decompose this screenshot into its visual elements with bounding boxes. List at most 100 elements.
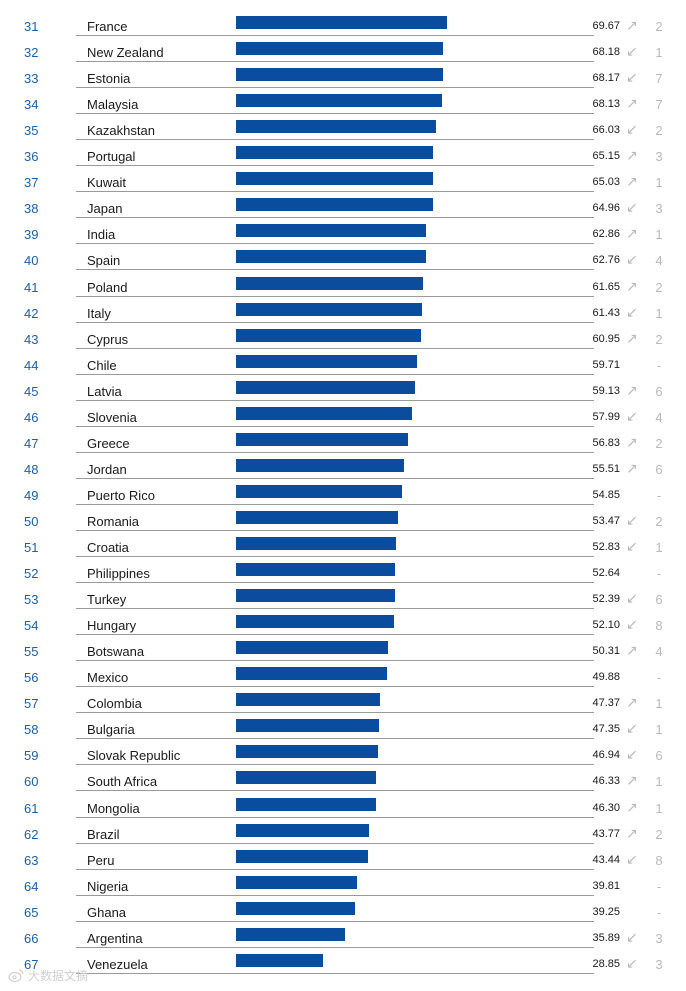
row-divider bbox=[76, 738, 594, 740]
table-row: 65 Ghana 39.25 - bbox=[0, 899, 686, 925]
rank-change-label: 8 bbox=[655, 852, 663, 868]
score-label: 61.65 bbox=[592, 280, 620, 293]
trend-down-icon: ↙ bbox=[626, 616, 638, 633]
row-divider bbox=[76, 113, 594, 115]
row-divider bbox=[76, 217, 594, 219]
rank-label: 44 bbox=[24, 357, 39, 373]
table-row: 56 Mexico 49.88 - bbox=[0, 664, 686, 690]
rank-change-label: 3 bbox=[655, 956, 663, 972]
table-row: 66 Argentina 35.89 ↙ 3 bbox=[0, 925, 686, 951]
trend-down-icon: ↙ bbox=[626, 720, 638, 737]
score-label: 39.25 bbox=[592, 905, 620, 918]
country-label: Romania bbox=[87, 513, 140, 529]
row-divider bbox=[76, 35, 594, 36]
row-divider bbox=[76, 425, 594, 427]
row-divider bbox=[76, 764, 594, 766]
row-divider bbox=[76, 529, 594, 531]
table-row: 46 Slovenia 57.99 ↙ 4 bbox=[0, 404, 686, 430]
score-label: 57.99 bbox=[592, 410, 620, 423]
rank-change-label: 7 bbox=[655, 97, 663, 113]
data-bar bbox=[236, 172, 433, 186]
score-label: 52.83 bbox=[592, 541, 620, 553]
data-bar bbox=[236, 380, 416, 394]
country-label: Puerto Rico bbox=[87, 487, 155, 503]
rank-change-label: 2 bbox=[655, 826, 663, 842]
score-label: 68.18 bbox=[592, 46, 620, 59]
rank-label: 66 bbox=[24, 930, 39, 946]
rank-change-label: 3 bbox=[655, 201, 663, 217]
country-label: India bbox=[87, 227, 116, 243]
data-bar bbox=[236, 250, 427, 264]
data-bar bbox=[236, 927, 345, 941]
row-divider bbox=[76, 660, 594, 662]
rank-change-label: 3 bbox=[655, 149, 663, 165]
score-label: 46.94 bbox=[592, 749, 620, 762]
row-divider bbox=[76, 894, 594, 896]
data-bar bbox=[236, 745, 379, 759]
score-label: 28.85 bbox=[592, 957, 620, 970]
data-bar bbox=[236, 484, 403, 498]
trend-up-icon: ↗ bbox=[626, 95, 638, 112]
rank-label: 50 bbox=[24, 513, 39, 529]
rank-label: 43 bbox=[24, 331, 39, 347]
rank-label: 62 bbox=[24, 826, 39, 842]
table-row: 44 Chile 59.71 - bbox=[0, 352, 686, 378]
data-bar bbox=[236, 120, 436, 134]
row-divider bbox=[76, 165, 594, 167]
row-divider bbox=[76, 556, 594, 557]
country-label: Japan bbox=[87, 201, 123, 217]
country-label: Venezuela bbox=[87, 956, 148, 972]
trend-down-icon: ↙ bbox=[626, 538, 638, 554]
rank-change-label: 2 bbox=[655, 331, 663, 347]
country-label: Kuwait bbox=[87, 175, 127, 191]
rank-change-label: 1 bbox=[655, 696, 663, 712]
rank-change-label: 1 bbox=[655, 305, 663, 321]
data-bar bbox=[236, 406, 412, 420]
table-row: 40 Spain 62.76 ↙ 4 bbox=[0, 247, 686, 273]
table-row: 52 Philippines 52.64 - bbox=[0, 560, 686, 586]
rank-label: 46 bbox=[24, 409, 39, 425]
rank-change-label: 1 bbox=[655, 540, 663, 555]
rank-change-label: 2 bbox=[655, 123, 663, 139]
score-label: 65.03 bbox=[592, 176, 620, 189]
score-label: 56.83 bbox=[592, 436, 620, 449]
table-row: 67 Venezuela 28.85 ↙ 3 bbox=[0, 951, 686, 977]
rank-change-label: 1 bbox=[655, 175, 663, 191]
data-bar bbox=[236, 224, 427, 238]
row-divider bbox=[76, 842, 594, 844]
score-label: 62.86 bbox=[592, 228, 620, 241]
rank-label: 48 bbox=[24, 461, 39, 477]
table-row: 38 Japan 64.96 ↙ 3 bbox=[0, 195, 686, 221]
row-divider bbox=[76, 582, 594, 584]
score-label: 35.89 bbox=[592, 931, 620, 944]
rank-change-label: - bbox=[656, 357, 662, 373]
data-bar bbox=[236, 667, 388, 681]
rank-change-label: 7 bbox=[655, 71, 663, 87]
score-label: 47.37 bbox=[592, 697, 620, 710]
data-bar bbox=[236, 537, 396, 550]
rank-change-label: - bbox=[656, 566, 662, 582]
rank-label: 45 bbox=[24, 383, 39, 399]
rank-change-label: - bbox=[656, 878, 662, 894]
rank-change-label: - bbox=[656, 487, 662, 503]
table-row: 34 Malaysia 68.13 ↗ 7 bbox=[0, 91, 686, 117]
country-label: South Africa bbox=[87, 774, 158, 790]
country-label: Ghana bbox=[87, 904, 127, 920]
row-divider bbox=[76, 373, 594, 375]
score-label: 52.39 bbox=[592, 593, 620, 606]
country-label: Mexico bbox=[87, 670, 129, 686]
table-row: 53 Turkey 52.39 ↙ 6 bbox=[0, 586, 686, 612]
score-label: 61.43 bbox=[592, 306, 620, 319]
country-label: Portugal bbox=[87, 149, 136, 165]
country-label: Cyprus bbox=[87, 331, 129, 347]
rank-change-label: 4 bbox=[655, 409, 663, 425]
country-label: Peru bbox=[87, 852, 115, 868]
trend-down-icon: ↙ bbox=[626, 251, 638, 268]
data-bar bbox=[236, 68, 443, 82]
table-row: 63 Peru 43.44 ↙ 8 bbox=[0, 847, 686, 873]
table-row: 50 Romania 53.47 ↙ 2 bbox=[0, 508, 686, 534]
rank-label: 42 bbox=[24, 305, 39, 321]
table-row: 64 Nigeria 39.81 - bbox=[0, 873, 686, 899]
data-bar bbox=[236, 641, 389, 655]
country-label: Slovak Republic bbox=[87, 748, 181, 764]
